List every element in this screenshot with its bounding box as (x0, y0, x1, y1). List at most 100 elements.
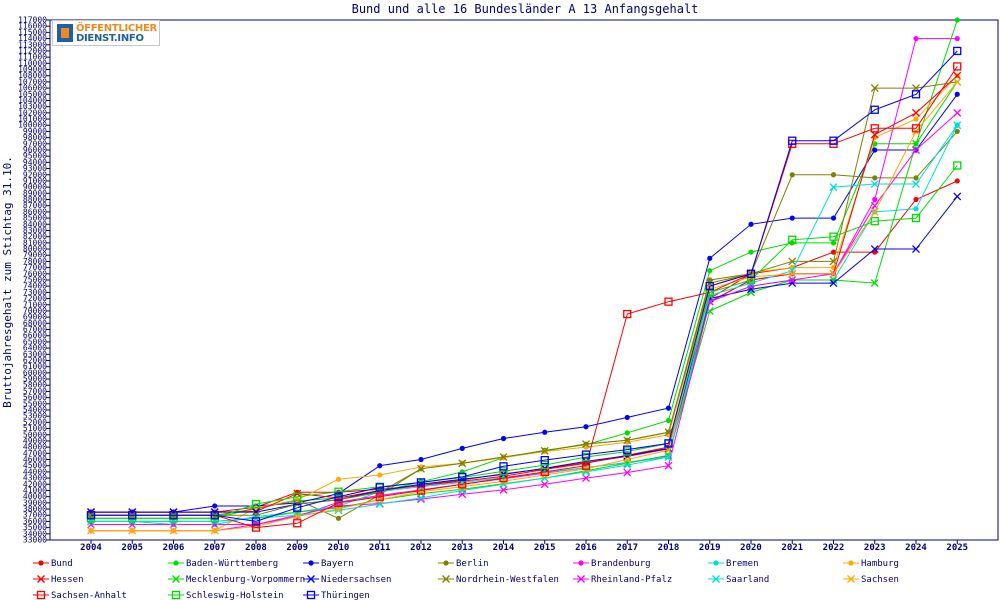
plot-area (49, 19, 999, 541)
plot-frame (49, 19, 999, 541)
data-point (128, 526, 137, 535)
y-tick-label: 111000 (18, 53, 47, 62)
data-point (953, 71, 962, 80)
marker-stroke (577, 575, 585, 583)
series-layer (86, 17, 962, 535)
x-tick-label: 2015 (534, 543, 556, 553)
marker-stroke (870, 180, 879, 189)
x-tick-label: 2017 (616, 543, 638, 553)
data-point (707, 255, 713, 261)
series-1 (88, 17, 960, 521)
marker-stroke (169, 526, 178, 535)
x-tick-label: 2016 (575, 543, 597, 553)
y-tick-label: 59000 (23, 375, 47, 384)
y-tick-label: 85000 (23, 214, 47, 223)
data-point (830, 240, 837, 246)
y-tick-label: 46000 (23, 455, 47, 464)
series-line (91, 81, 958, 522)
marker-stroke (788, 279, 797, 288)
marker-stroke (953, 192, 962, 201)
marker-stroke (623, 436, 632, 445)
marker-stroke (747, 285, 755, 294)
legend-swatch-marker (171, 590, 181, 600)
marker-stroke (417, 495, 425, 504)
marker-stroke (293, 512, 302, 521)
series-line (91, 50, 958, 522)
y-tick-label: 44000 (23, 467, 47, 476)
data-point (499, 462, 508, 471)
y-tick-label: 102000 (18, 108, 47, 117)
legend-item: Bremen (708, 559, 759, 569)
data-point (913, 206, 919, 212)
y-tick-label: 38000 (23, 505, 47, 514)
y-tick-label: 104000 (18, 96, 47, 105)
data-point (664, 453, 673, 462)
marker-stroke (912, 245, 920, 254)
y-tick-label: 116000 (18, 22, 47, 31)
data-point (788, 235, 797, 244)
marker-stroke (912, 139, 920, 148)
y-tick-label: 40000 (23, 492, 47, 501)
marker-stroke (252, 508, 260, 517)
data-point (953, 108, 962, 117)
data-point (664, 439, 673, 448)
series-line (91, 165, 958, 519)
series-4 (88, 35, 960, 534)
data-point (624, 414, 630, 421)
y-tick-label: 88000 (23, 195, 47, 204)
marker-stroke (953, 121, 962, 130)
marker-stroke (128, 526, 137, 535)
series-11 (87, 108, 962, 529)
y-tick-label: 63000 (23, 350, 47, 359)
legend-swatch-marker (36, 590, 46, 600)
logo-text-line2: DIENST.INFO (76, 33, 144, 44)
data-point (913, 196, 919, 203)
y-tick-label: 61000 (23, 362, 47, 371)
data-point (459, 445, 465, 451)
legend-item: Brandenburg (573, 559, 651, 569)
series-line (91, 94, 958, 513)
series-line (91, 38, 958, 532)
chart-title: Bund und alle 16 Bundesländer A 13 Anfan… (352, 2, 699, 16)
marker-stroke (172, 575, 180, 583)
data-point (582, 457, 590, 466)
y-axis-label: Bruttojahresgehalt zum Stichtag 31.10. (1, 156, 14, 408)
marker-stroke (788, 276, 797, 284)
data-point (872, 196, 878, 203)
x-tick-label: 2011 (369, 543, 391, 553)
data-point (911, 124, 921, 133)
legend-label: Saarland (726, 575, 769, 585)
y-tick-label: 93000 (23, 164, 47, 173)
series-14 (86, 62, 962, 532)
legend-swatch-marker (38, 560, 44, 566)
data-point (707, 268, 713, 274)
marker-stroke (788, 257, 797, 266)
marker-stroke (912, 108, 920, 117)
data-point (829, 257, 838, 266)
legend-item: Berlin (438, 559, 489, 569)
legend-label: Mecklenburg-Vorpommern (186, 575, 305, 585)
marker-stroke (623, 455, 632, 464)
data-point (499, 453, 508, 462)
data-point (870, 180, 879, 189)
marker-stroke (664, 461, 673, 470)
data-point (416, 478, 426, 487)
legend-label: Bayern (321, 559, 354, 569)
data-point (953, 192, 962, 201)
y-tick-label: 43000 (23, 474, 47, 483)
data-point (458, 459, 467, 468)
data-point (954, 35, 960, 42)
data-point (748, 221, 754, 227)
x-tick-label: 2006 (163, 543, 185, 553)
y-tick-label: 70000 (23, 306, 47, 315)
y-tick-label: 65000 (23, 337, 47, 346)
data-point (210, 511, 219, 520)
series-line (91, 112, 958, 525)
marker-stroke (829, 279, 838, 288)
legend-label: Rheinland-Pfalz (591, 575, 672, 585)
marker-stroke (540, 446, 549, 455)
data-point (870, 124, 879, 133)
y-tick-label: 117000 (18, 16, 47, 25)
y-tick-label: 86000 (23, 207, 47, 216)
y-tick-label: 77000 (23, 263, 47, 272)
